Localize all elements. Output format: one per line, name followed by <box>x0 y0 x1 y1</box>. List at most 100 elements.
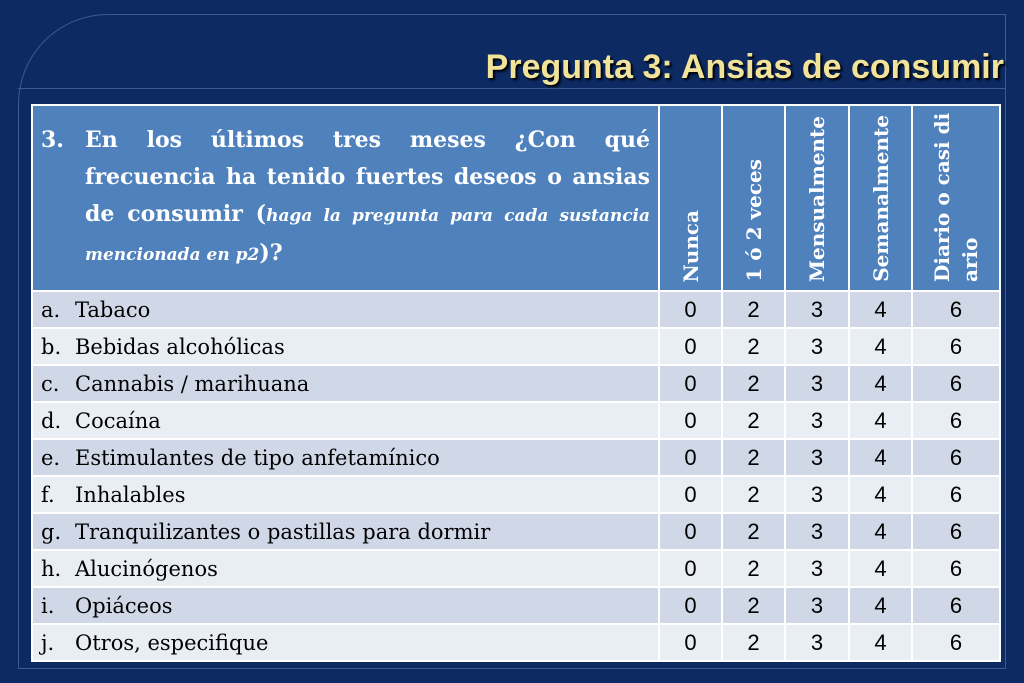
question-instruction: haga la pregunta para cada sustancia men… <box>85 206 651 265</box>
table-header-row: 3. En los últimos tres meses ¿Con qué fr… <box>31 104 1001 292</box>
substance-label: Tabaco <box>75 297 151 322</box>
score-cell: 6 <box>911 401 1001 440</box>
title-divider <box>18 88 1006 89</box>
score-cell: 0 <box>658 401 723 440</box>
substance-cell: f. Inhalables <box>31 475 660 514</box>
column-header-1-2-veces: 1 ó 2 veces <box>721 104 786 292</box>
substance-letter: f. <box>41 482 55 507</box>
score-cell: 3 <box>784 475 850 514</box>
score-cell: 0 <box>658 623 723 662</box>
substance-letter: h. <box>41 556 62 581</box>
score-cell: 2 <box>721 586 786 625</box>
substance-label: Inhalables <box>75 482 186 507</box>
table-row: e. Estimulantes de tipo anfetamínico 0 2 3 4 6 <box>31 438 1001 477</box>
column-header-diario: Diario o casi diario <box>911 104 1001 292</box>
substance-letter: b. <box>41 334 62 359</box>
substance-cell: c. Cannabis / marihuana <box>31 364 660 403</box>
question-main-text: En los últimos tres meses ¿Con qué frecu… <box>85 127 650 227</box>
score-cell: 3 <box>784 438 850 477</box>
score-cell: 4 <box>848 327 913 366</box>
frequency-table: 3. En los últimos tres meses ¿Con qué fr… <box>31 104 1001 662</box>
column-label: Nunca <box>678 209 703 283</box>
score-cell: 3 <box>784 364 850 403</box>
score-cell: 0 <box>658 438 723 477</box>
table-row: c. Cannabis / marihuana 0 2 3 4 6 <box>31 364 1001 403</box>
substance-cell: h. Alucinógenos <box>31 549 660 588</box>
score-cell: 2 <box>721 327 786 366</box>
score-cell: 4 <box>848 549 913 588</box>
score-cell: 4 <box>848 623 913 662</box>
substance-label: Otros, especifique <box>75 630 269 655</box>
question-number: 3. <box>41 127 64 153</box>
score-cell: 0 <box>658 290 723 329</box>
score-cell: 0 <box>658 364 723 403</box>
substance-label: Opiáceos <box>75 593 173 618</box>
score-cell: 6 <box>911 438 1001 477</box>
column-header-nunca: Nunca <box>658 104 723 292</box>
table-row: g. Tranquilizantes o pastillas para dormi… <box>31 512 1001 551</box>
substance-label: Bebidas alcohólicas <box>75 334 285 359</box>
substance-cell: a. Tabaco <box>31 290 660 329</box>
question-end: )? <box>259 240 283 266</box>
substance-cell: d. Cocaína <box>31 401 660 440</box>
column-label: 1 ó 2 veces <box>741 159 766 282</box>
table-row: a. Tabaco 0 2 3 4 6 <box>31 290 1001 329</box>
score-cell: 6 <box>911 623 1001 662</box>
substance-cell: b. Bebidas alcohólicas <box>31 327 660 366</box>
substance-letter: j. <box>41 630 55 655</box>
score-cell: 2 <box>721 364 786 403</box>
substance-letter: i. <box>41 593 55 618</box>
score-cell: 6 <box>911 475 1001 514</box>
score-cell: 3 <box>784 623 850 662</box>
substance-label: Cannabis / marihuana <box>75 371 310 396</box>
score-cell: 4 <box>848 438 913 477</box>
score-cell: 0 <box>658 549 723 588</box>
score-cell: 2 <box>721 549 786 588</box>
score-cell: 0 <box>658 512 723 551</box>
question-text: En los últimos tres meses ¿Con qué frecu… <box>85 122 650 274</box>
substance-label: Cocaína <box>75 408 161 433</box>
table-row: i. Opiáceos 0 2 3 4 6 <box>31 586 1001 625</box>
score-cell: 3 <box>784 512 850 551</box>
score-cell: 6 <box>911 549 1001 588</box>
score-cell: 6 <box>911 290 1001 329</box>
score-cell: 4 <box>848 475 913 514</box>
column-header-semanalmente: Semanalmente <box>848 104 913 292</box>
score-cell: 6 <box>911 586 1001 625</box>
score-cell: 2 <box>721 475 786 514</box>
substance-label: Estimulantes de tipo anfetamínico <box>75 445 440 470</box>
score-cell: 2 <box>721 623 786 662</box>
column-label: Mensualmente <box>805 115 829 282</box>
score-cell: 2 <box>721 290 786 329</box>
column-label: Semanalmente <box>868 115 893 282</box>
score-cell: 0 <box>658 475 723 514</box>
table-row: h. Alucinógenos 0 2 3 4 6 <box>31 549 1001 588</box>
substance-letter: e. <box>41 445 61 470</box>
table-row: d. Cocaína 0 2 3 4 6 <box>31 401 1001 440</box>
score-cell: 4 <box>848 512 913 551</box>
question-cell: 3. En los últimos tres meses ¿Con qué fr… <box>31 104 660 292</box>
score-cell: 2 <box>721 512 786 551</box>
substance-label: Tranquilizantes o pastillas para dormir <box>75 519 491 544</box>
column-label: Diario o casi diario <box>930 112 982 282</box>
score-cell: 3 <box>784 327 850 366</box>
table-row: f. Inhalables 0 2 3 4 6 <box>31 475 1001 514</box>
substance-letter: c. <box>41 371 60 396</box>
score-cell: 4 <box>848 586 913 625</box>
score-cell: 0 <box>658 327 723 366</box>
score-cell: 6 <box>911 364 1001 403</box>
table-body: a. Tabaco 0 2 3 4 6 b. Bebidas alcohólicas 0 2 3 4 6 c… <box>31 290 1001 662</box>
substance-letter: g. <box>41 519 62 544</box>
score-cell: 2 <box>721 438 786 477</box>
score-cell: 3 <box>784 586 850 625</box>
slide-title: Pregunta 3: Ansias de consumir <box>485 48 1004 86</box>
score-cell: 3 <box>784 290 850 329</box>
score-cell: 6 <box>911 327 1001 366</box>
substance-cell: g. Tranquilizantes o pastillas para dormi… <box>31 512 660 551</box>
substance-label: Alucinógenos <box>75 556 218 581</box>
score-cell: 6 <box>911 512 1001 551</box>
score-cell: 0 <box>658 586 723 625</box>
score-cell: 2 <box>721 401 786 440</box>
substance-cell: e. Estimulantes de tipo anfetamínico <box>31 438 660 477</box>
score-cell: 3 <box>784 401 850 440</box>
